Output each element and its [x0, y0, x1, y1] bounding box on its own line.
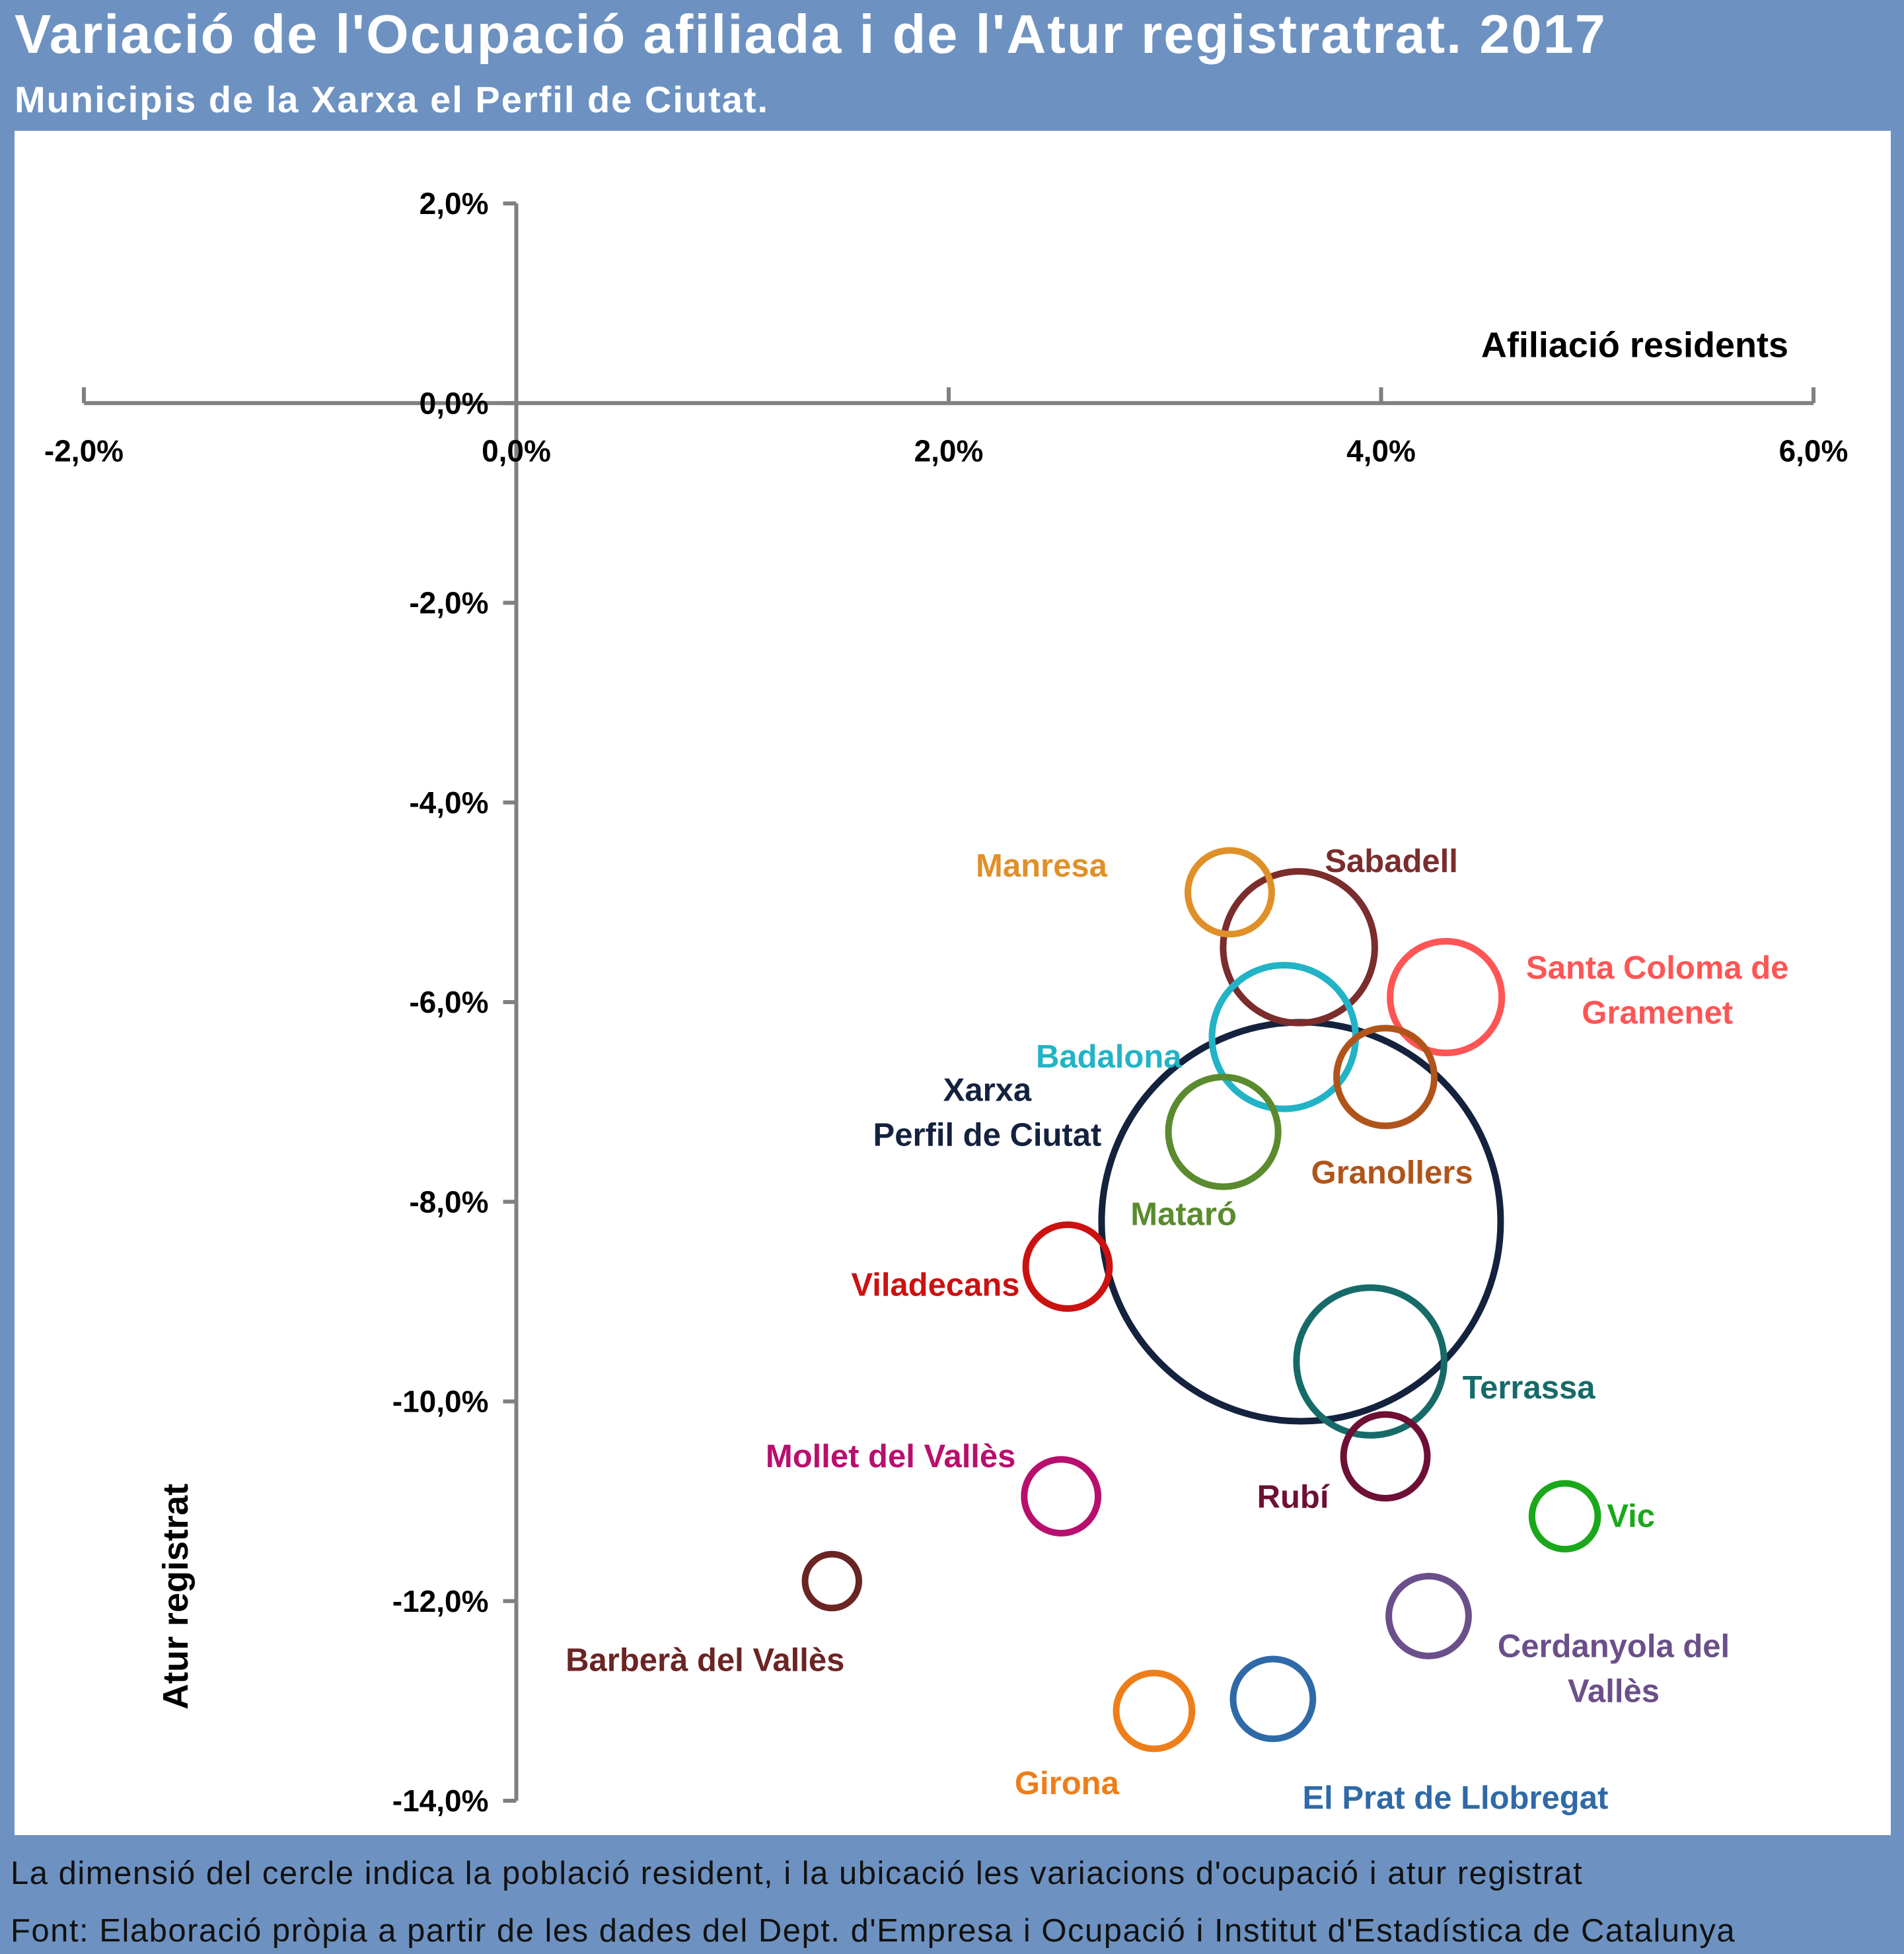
- label-xarxa-perfil-de-ciutat-line-2: Perfil de Ciutat: [873, 1117, 1102, 1153]
- bubble-sabadell: [1220, 868, 1378, 1027]
- label-manresa: Manresa: [976, 848, 1108, 884]
- plot-panel: -2,0% 0,0% 2,0% 4,0% 6,0% 2,0% 0,0% -2,0% -4,0% -…: [15, 131, 1891, 1835]
- y-tick-label: -10,0%: [392, 1385, 489, 1419]
- bubble-girona: [1113, 1669, 1196, 1753]
- footer-note: La dimensió del cercle indica la poblaci…: [11, 1856, 1584, 1891]
- y-tick-label: -14,0%: [392, 1784, 489, 1818]
- label-vic: Vic: [1607, 1498, 1655, 1534]
- y-axis-title: Atur registrat: [156, 1484, 196, 1710]
- bubble-granollers: [1333, 1025, 1438, 1130]
- label-badalona: Badalona: [1036, 1039, 1182, 1075]
- page-subtitle: Municipis de la Xarxa el Perfil de Ciuta…: [15, 79, 770, 120]
- y-tick-label: -8,0%: [409, 1184, 488, 1219]
- label-viladecans: Viladecans: [851, 1267, 1019, 1303]
- x-tick-label: 6,0%: [1779, 433, 1849, 468]
- footer-source: Font: Elaboració pròpia a partir de les …: [11, 1913, 1736, 1949]
- x-tick-label: 4,0%: [1346, 433, 1416, 468]
- bubble-mollet-del-valles: [1021, 1456, 1102, 1537]
- bubble-barbera-del-valles: [801, 1550, 863, 1612]
- y-tick-label: -6,0%: [409, 985, 488, 1019]
- label-el-prat-de-llobregat: El Prat de Llobregat: [1302, 1780, 1608, 1816]
- label-cerdanyola-del-valles-line-2: Vallès: [1568, 1673, 1660, 1709]
- bubble-rubi: [1340, 1411, 1431, 1502]
- bubble-manresa: [1185, 847, 1275, 938]
- x-tick-label: -2,0%: [44, 433, 124, 468]
- label-rubi: Rubí: [1257, 1480, 1330, 1515]
- label-barbera-del-valles: Barberà del Vallès: [566, 1643, 844, 1679]
- x-axis-title: Afiliació residents: [1481, 325, 1788, 365]
- bubble-vic: [1528, 1480, 1601, 1553]
- bubble-mataro: [1165, 1073, 1282, 1190]
- y-tick-label: -4,0%: [409, 785, 488, 820]
- page-title: Variació de l'Ocupació afiliada i de l'A…: [15, 3, 1607, 65]
- label-santa-coloma-de-gramenet-line-1: Santa Coloma de: [1526, 950, 1789, 986]
- x-tick-label: 0,0%: [482, 433, 551, 468]
- label-xarxa-perfil-de-ciutat-line-1: Xarxa: [943, 1072, 1032, 1108]
- label-terrassa: Terrassa: [1463, 1370, 1595, 1406]
- label-santa-coloma-de-gramenet-line-2: Gramenet: [1582, 995, 1733, 1031]
- label-mollet-del-valles: Mollet del Vallès: [766, 1439, 1016, 1474]
- label-sabadell: Sabadell: [1325, 844, 1458, 879]
- label-granollers: Granollers: [1311, 1155, 1473, 1190]
- bubble-terrassa: [1293, 1284, 1447, 1439]
- bubble-cerdanyola-del-valles: [1385, 1573, 1472, 1659]
- y-tick-label: -12,0%: [392, 1584, 489, 1618]
- y-tick-label: -2,0%: [409, 586, 488, 620]
- y-tick-label: 2,0%: [420, 186, 489, 221]
- label-girona: Girona: [1015, 1766, 1120, 1801]
- bubble-santa-coloma-de-gramenet: [1387, 937, 1506, 1057]
- label-mataro: Mataró: [1130, 1196, 1237, 1232]
- bubble-viladecans: [1022, 1221, 1113, 1312]
- bubble-el-prat-de-llobregat: [1229, 1655, 1317, 1743]
- y-tick-label: 0,0%: [420, 386, 489, 420]
- x-tick-label: 2,0%: [914, 433, 984, 468]
- label-cerdanyola-del-valles-line-1: Cerdanyola del: [1498, 1628, 1730, 1664]
- bubble-chart: -2,0% 0,0% 2,0% 4,0% 6,0% 2,0% 0,0% -2,0% -4,0% -…: [44, 186, 1849, 1818]
